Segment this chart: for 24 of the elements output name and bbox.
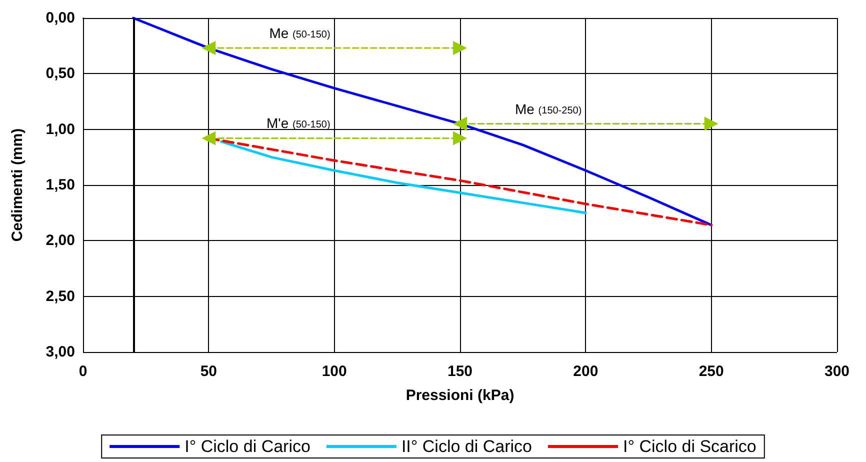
y-tick-label: 0,50 xyxy=(46,65,75,82)
annotation: M'e (50-150) xyxy=(266,115,330,132)
x-tick-label: 100 xyxy=(322,363,347,380)
x-tick-label: 200 xyxy=(573,363,598,380)
x-tick-label: 250 xyxy=(698,363,724,380)
line-series xyxy=(132,16,713,226)
legend-label: II° Ciclo di Carico xyxy=(401,437,532,456)
x-axis-title: Pressioni (kPa) xyxy=(406,387,514,404)
y-tick-label: 1,00 xyxy=(46,120,75,138)
legend-label: I° Ciclo di Carico xyxy=(184,437,310,456)
y-tick-label: 2,00 xyxy=(46,232,75,250)
x-tick-label: 150 xyxy=(447,363,473,380)
legend-label: I° Ciclo di Scarico xyxy=(622,437,756,456)
x-tick-label: 50 xyxy=(200,363,218,380)
x-tick-label: 300 xyxy=(824,363,850,380)
y-tick-label: 2,50 xyxy=(46,288,75,305)
y-axis-title: Cedimenti (mm) xyxy=(9,128,26,242)
y-tick-label: 0,00 xyxy=(46,10,75,26)
y-tick-label: 3,00 xyxy=(46,344,75,360)
annotation: Me (150-250) xyxy=(514,100,582,117)
x-tick-label: 0 xyxy=(78,363,88,380)
annotation: Me (50-150) xyxy=(269,25,330,42)
y-tick-label: 1,50 xyxy=(46,176,75,194)
line-series xyxy=(220,140,587,214)
